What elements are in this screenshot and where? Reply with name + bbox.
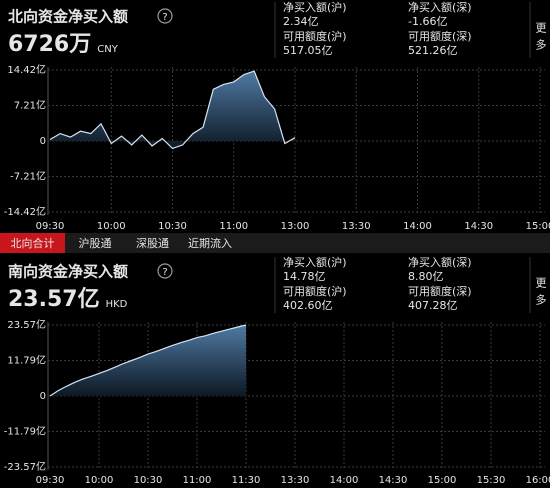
help-mark: ? [162, 267, 167, 278]
x-tick-label: 13:00 [281, 221, 310, 232]
help-icon[interactable] [157, 8, 173, 24]
x-tick-label: 11:00 [183, 475, 212, 486]
x-tick-label: 14:30 [379, 475, 408, 486]
y-tick-label: -7.21亿 [10, 170, 46, 183]
x-tick-label: 14:00 [330, 475, 359, 486]
net-value: 23.57亿 [8, 287, 100, 312]
x-tick-label: 16:00 [526, 475, 550, 486]
stat-label: 净买入额(沪) [283, 0, 347, 14]
stat-value: 14.78亿 [283, 270, 326, 283]
y-tick-label: -23.57亿 [4, 460, 46, 473]
help-icon[interactable] [157, 263, 173, 279]
help-mark: ? [162, 12, 167, 23]
x-tick-label: 13:30 [342, 221, 371, 232]
tab[interactable]: 深股通 [136, 237, 169, 250]
y-tick-label: 14.42亿 [7, 63, 46, 76]
x-tick-label: 15:00 [526, 221, 550, 232]
tab[interactable]: 北向合计 [11, 236, 55, 250]
line [49, 70, 296, 150]
tab-active-bg [0, 233, 65, 253]
currency: CNY [97, 44, 118, 55]
x-tick-label: 13:30 [281, 475, 310, 486]
y-tick-label: 23.57亿 [7, 318, 46, 331]
y-tick-label: 0 [40, 391, 46, 402]
line [49, 324, 247, 397]
y-tick-label: 0 [40, 136, 46, 147]
panel-title: 南向资金净买入额 [8, 263, 128, 281]
stat-value: 517.05亿 [283, 44, 333, 57]
x-tick-label: 10:30 [158, 221, 187, 232]
stat-value: 8.80亿 [408, 270, 444, 283]
stat-label: 净买入额(沪) [283, 255, 347, 269]
x-tick-label: 15:30 [477, 475, 506, 486]
net-value: 6726万 [8, 32, 91, 57]
currency: HKD [106, 299, 128, 310]
more-button[interactable]: 更多 [534, 277, 547, 311]
stat-label: 净买入额(深) [408, 0, 472, 14]
stat-value: 407.28亿 [408, 299, 458, 312]
x-tick-label: 15:00 [428, 475, 457, 486]
stat-value: 2.34亿 [283, 15, 319, 28]
x-tick-label: 10:00 [97, 221, 126, 232]
stat-value: -1.66亿 [408, 15, 447, 28]
y-tick-label: 7.21亿 [14, 99, 46, 112]
tab-bar [0, 233, 550, 253]
x-tick-label: 11:00 [219, 221, 248, 232]
area-fill [50, 71, 295, 149]
x-tick-label: 10:00 [85, 475, 114, 486]
tab[interactable]: 沪股通 [79, 236, 112, 250]
x-tick-label: 14:00 [403, 221, 432, 232]
panel-title: 北向资金净买入额 [8, 8, 128, 26]
stat-label: 可用额度(深) [408, 29, 472, 43]
x-tick-label: 14:30 [464, 221, 493, 232]
tab[interactable]: 近期流入 [188, 236, 232, 250]
y-tick-label: 11.79亿 [7, 353, 46, 366]
stat-label: 可用额度(沪) [283, 284, 347, 298]
stat-label: 净买入额(深) [408, 255, 472, 269]
x-tick-label: 09:30 [36, 221, 65, 232]
stat-label: 可用额度(沪) [283, 29, 347, 43]
x-tick-label: 09:30 [36, 475, 65, 486]
y-tick-label: -11.79亿 [4, 425, 46, 438]
x-tick-label: 11:30 [232, 475, 261, 486]
stat-value: 521.26亿 [408, 44, 458, 57]
stat-label: 可用额度(深) [408, 284, 472, 298]
area-fill [50, 325, 246, 396]
more-button[interactable]: 更多 [534, 22, 547, 56]
stat-value: 402.60亿 [283, 299, 333, 312]
y-tick-label: -14.42亿 [4, 205, 46, 218]
x-tick-label: 10:30 [134, 475, 163, 486]
